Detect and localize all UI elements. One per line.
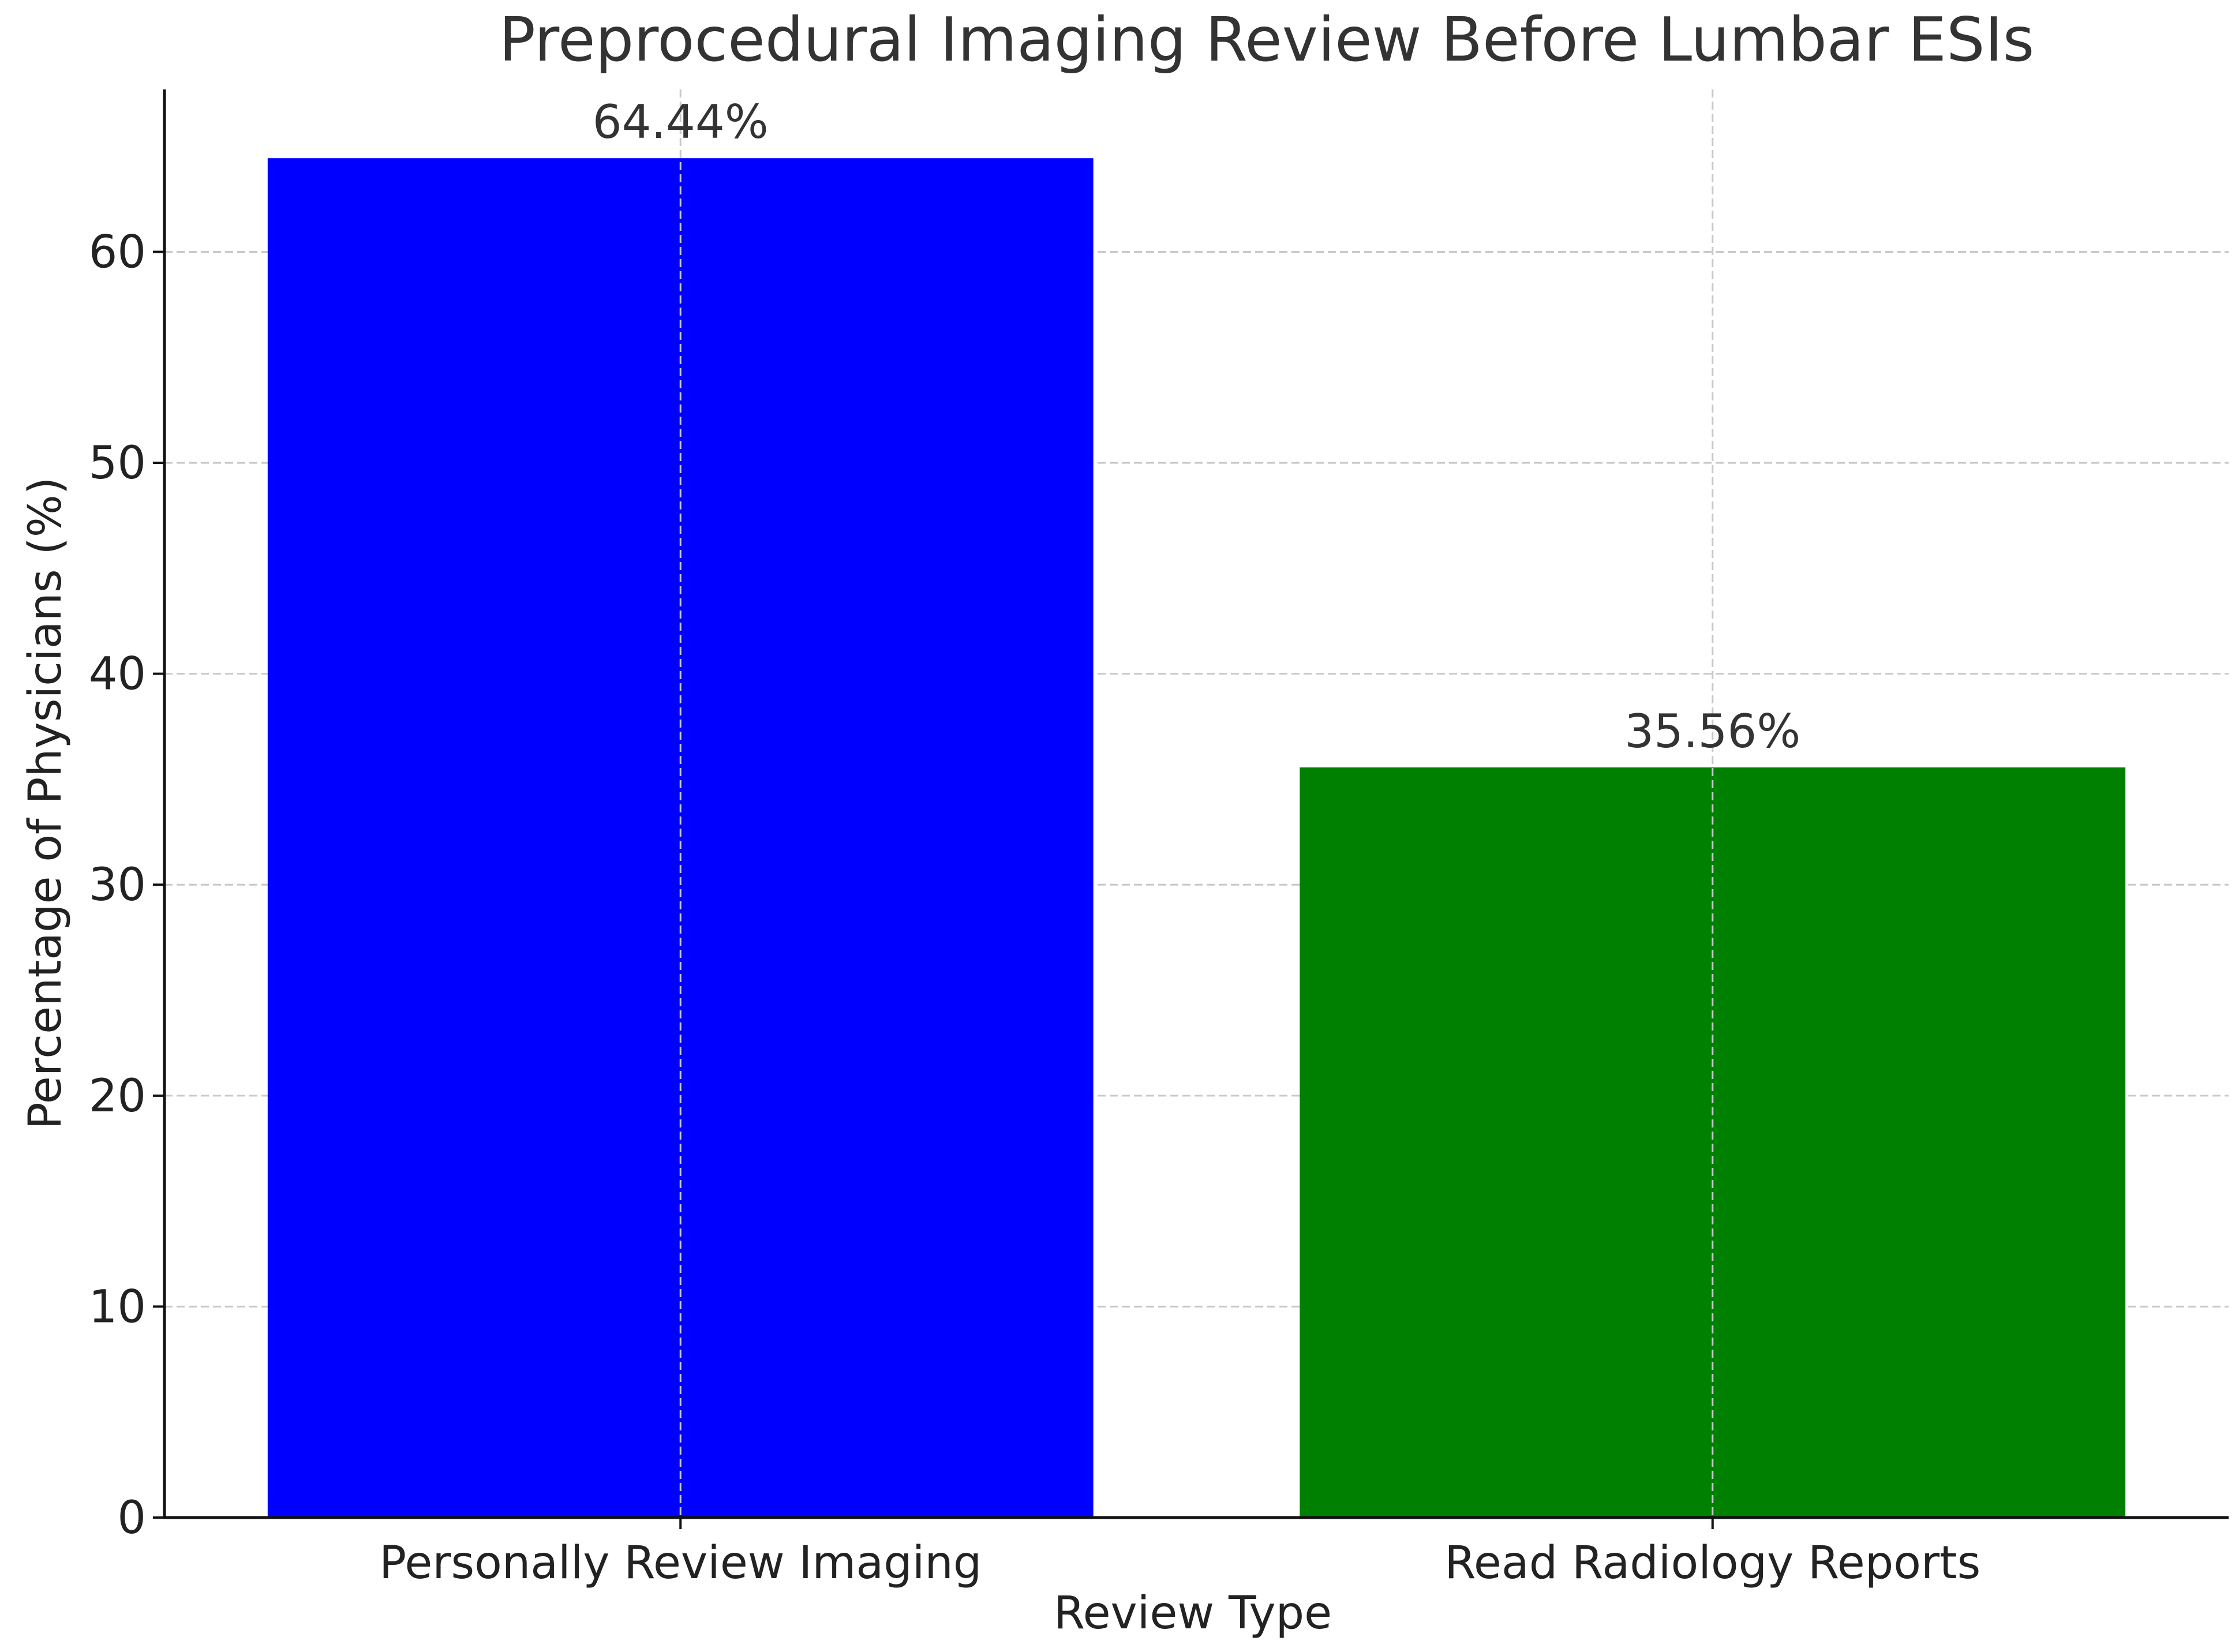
y-tick-label: 40 <box>89 649 146 700</box>
x-axis-title: Review Type <box>1054 1587 1332 1639</box>
bar-value-label: 64.44% <box>593 95 769 149</box>
y-tick-label: 60 <box>89 226 146 278</box>
y-axis-title: Percentage of Physicians (%) <box>20 477 72 1130</box>
x-tick-label: Read Radiology Reports <box>1444 1537 1980 1589</box>
x-ticks: Personally Review Imaging Read Radiology … <box>379 1518 1980 1589</box>
y-tick-label: 0 <box>117 1492 146 1544</box>
bar-value-label: 35.56% <box>1624 705 1800 758</box>
x-tick-label: Personally Review Imaging <box>379 1537 982 1589</box>
y-tick-label: 50 <box>89 437 146 489</box>
y-ticks: 0 10 20 30 40 50 60 <box>89 226 164 1544</box>
chart-title: Preprocedural Imaging Review Before Lumb… <box>499 5 2035 75</box>
x-gridlines-overlay <box>679 89 1714 1518</box>
y-tick-label: 20 <box>89 1070 146 1122</box>
y-tick-label: 30 <box>89 859 146 911</box>
y-tick-label: 10 <box>89 1281 146 1333</box>
axes <box>163 89 2229 1519</box>
value-labels: 64.44% 35.56% <box>593 95 1801 758</box>
